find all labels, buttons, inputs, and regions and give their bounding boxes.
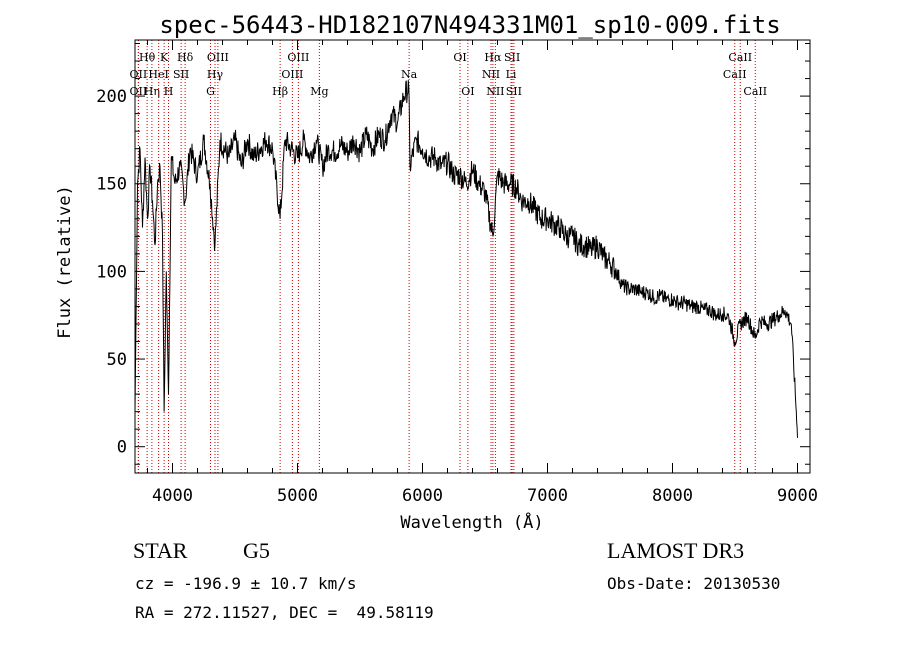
line-marker-label: H [164, 85, 174, 98]
line-marker-label: Hα [484, 51, 502, 64]
y-tick-label: 50 [107, 350, 127, 370]
y-tick-label: 0 [117, 438, 127, 458]
x-tick-label: 9000 [777, 486, 818, 506]
survey-name: LAMOST DR3 [607, 538, 745, 563]
line-marker-label: OI [453, 51, 466, 64]
line-marker-label: SII [504, 51, 520, 64]
line-marker-label: Na [401, 68, 418, 81]
line-marker-label: Hθ [139, 51, 156, 64]
y-tick-label: 150 [96, 175, 127, 195]
y-tick-label: 100 [96, 262, 127, 282]
line-marker-label: OI [461, 85, 474, 98]
x-axis-label: Wavelength (Å) [400, 511, 543, 533]
line-marker-label: Hδ [177, 51, 194, 64]
observation-date: Obs-Date: 20130530 [607, 574, 781, 593]
chart-title: spec-56443-HD182107N494331M01_sp10-009.f… [159, 11, 780, 39]
plot-frame [134, 39, 811, 474]
spectrum-line-0 [134, 80, 798, 438]
y-axis-label: Flux (relative) [55, 185, 75, 339]
line-marker-label: CaII [728, 51, 752, 64]
line-marker-label: HeI [148, 68, 168, 81]
line-marker-label: K [160, 51, 169, 64]
x-tick-label: 5000 [277, 486, 318, 506]
x-tick-label: 4000 [152, 486, 193, 506]
y-tick-label: 200 [96, 87, 127, 107]
line-marker-label: SII [506, 85, 522, 98]
object-class: STAR [133, 538, 188, 563]
line-marker-label: OII [130, 85, 148, 98]
spectral-subclass: G5 [243, 538, 270, 563]
x-tick-label: 7000 [527, 486, 568, 506]
y-axis: 0 50 100 150 200 [96, 43, 810, 465]
line-marker-label: NII [482, 68, 500, 81]
line-marker-label: OIII [281, 68, 303, 81]
x-axis: 4000 5000 6000 7000 8000 9000 [147, 40, 818, 506]
line-marker-label: Hη [144, 85, 160, 98]
line-marker-label: Hγ [207, 68, 224, 81]
line-marker-label: OIII [207, 51, 229, 64]
spectrum-series [134, 80, 798, 438]
redshift-velocity: cz = -196.9 ± 10.7 km/s [135, 574, 357, 593]
line-marker-label: OII [130, 68, 148, 81]
line-marker-label: Hβ [272, 85, 288, 98]
line-marker-label: CaII [743, 85, 767, 98]
line-marker-label: SII [173, 68, 189, 81]
coordinates: RA = 272.11527, DEC = 49.58119 [135, 603, 434, 622]
line-marker-label: OIII [287, 51, 309, 64]
line-marker-label: NII [486, 85, 504, 98]
line-marker-label: CaII [723, 68, 747, 81]
x-tick-label: 6000 [402, 486, 443, 506]
x-tick-label: 8000 [652, 486, 693, 506]
line-marker-label: Li [506, 68, 517, 81]
line-marker-label: Mg [310, 85, 328, 98]
line-marker-label: G [206, 85, 215, 98]
